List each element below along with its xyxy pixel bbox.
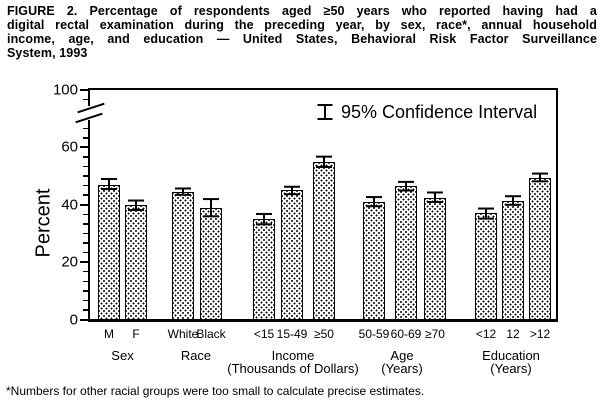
y-major-tick (80, 88, 88, 91)
y-minor-tick (83, 175, 88, 177)
x-tick-label: White (167, 327, 199, 341)
y-tick-label: 60 (61, 138, 78, 156)
y-minor-tick (83, 299, 88, 302)
figure-footnote: *Numbers for other racial groups were to… (6, 384, 425, 398)
x-tick-label: ≥50 (314, 327, 334, 341)
y-major-tick (80, 203, 88, 206)
bar-60-69 (395, 186, 417, 320)
bar-Black (200, 207, 222, 320)
figure-title-line: digital rectal examination during the pr… (7, 18, 597, 32)
error-bar-icon (317, 104, 333, 120)
bar-12 (502, 200, 524, 320)
y-tick-label: 20 (61, 253, 78, 271)
y-minor-tick (83, 309, 88, 311)
x-tick-label: <15 (253, 327, 275, 341)
x-tick-label: 50-59 (358, 327, 390, 341)
y-minor-tick (83, 127, 88, 130)
legend-label: 95% Confidence Interval (341, 102, 538, 122)
figure-title-line: income, age, and education — United Stat… (7, 32, 597, 46)
y-minor-tick (83, 290, 88, 292)
bar-F (125, 204, 147, 320)
x-tick-label: <12 (475, 327, 497, 341)
bar-≥70 (424, 197, 446, 320)
x-tick-label: M (104, 327, 114, 341)
x-tick-label: 60-69 (390, 327, 422, 341)
y-major-tick (80, 318, 88, 321)
y-minor-tick (83, 232, 88, 235)
y-axis-break-gap (87, 106, 92, 120)
y-tick-label: 40 (61, 196, 78, 214)
group-sublabel: (Thousands of Dollars) (227, 361, 359, 376)
x-tick-label: F (132, 327, 140, 341)
y-minor-tick (83, 165, 88, 168)
y-minor-tick (83, 280, 88, 282)
y-minor-tick (83, 251, 88, 254)
group-label-education: Education (482, 348, 540, 363)
y-minor-tick (83, 242, 88, 244)
x-tick-label: >12 (529, 327, 551, 341)
bar-<12 (475, 213, 497, 320)
y-minor-tick (83, 98, 88, 101)
bar-50-59 (363, 201, 385, 320)
x-tick-label: ≥70 (425, 327, 445, 341)
y-tick-label: 100 (52, 81, 78, 98)
y-minor-tick (83, 156, 88, 158)
y-minor-tick (83, 194, 88, 196)
bar-<15 (253, 219, 275, 320)
y-major-tick (80, 146, 88, 149)
bar-≥50 (313, 161, 335, 320)
bar-M (98, 184, 120, 320)
group-label-income: Income (271, 348, 315, 363)
y-tick-label: 0 (69, 311, 78, 328)
bar-15-49 (281, 190, 303, 320)
group-sublabel: (Years) (490, 361, 532, 376)
group-sublabel: (Years) (381, 361, 423, 376)
x-tick-label: Black (196, 327, 226, 341)
x-tick-label: 15-49 (276, 327, 308, 341)
figure-title-line: FIGURE 2. Percentage of respondents aged… (7, 4, 597, 18)
figure-title-line: System, 1993 (7, 46, 88, 60)
group-label-age: Age (390, 348, 414, 363)
group-label-sex: Sex (111, 348, 134, 363)
y-major-tick (80, 261, 88, 264)
group-label-race: Race (180, 348, 212, 363)
y-minor-tick (83, 270, 88, 273)
y-minor-tick (83, 213, 88, 216)
plot-area (88, 88, 558, 322)
x-tick-label: 12 (506, 327, 520, 341)
y-minor-tick (83, 184, 88, 187)
y-minor-tick (83, 137, 88, 139)
figure-title: FIGURE 2. Percentage of respondents aged… (7, 4, 597, 60)
y-minor-tick (83, 223, 88, 225)
bar-White (172, 191, 194, 320)
bar->12 (529, 177, 551, 320)
